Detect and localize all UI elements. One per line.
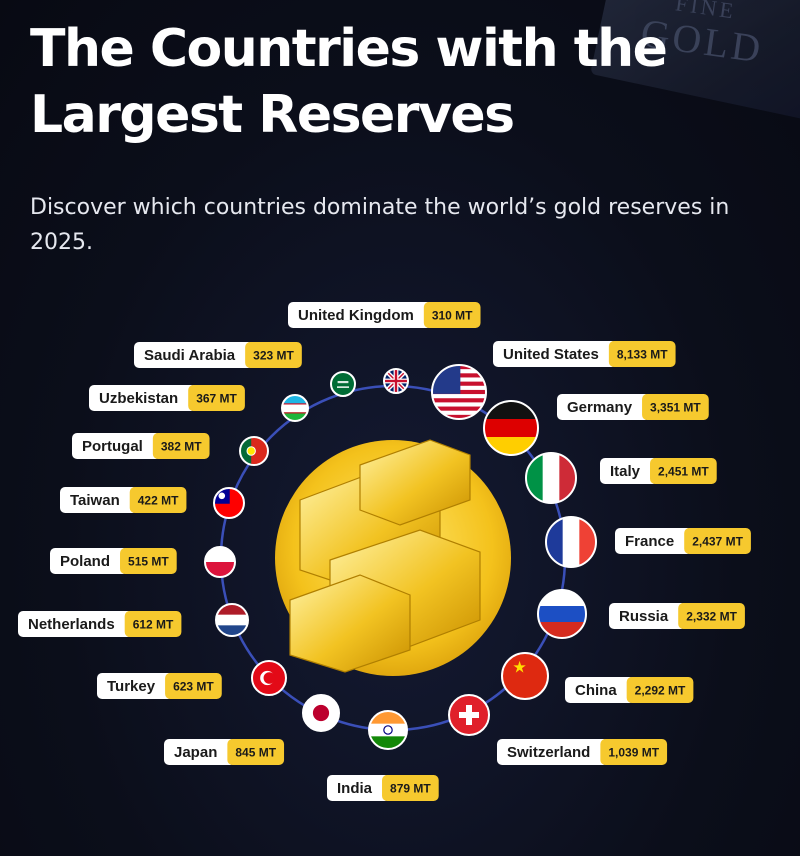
country-name: Japan [174,744,217,761]
reserve-value: 323 MT [253,349,294,363]
country-pill [497,739,609,765]
reserve-value: 623 MT [173,680,214,694]
country-name: Germany [567,399,633,416]
uz-flag-icon [282,395,308,421]
value-pill [650,458,717,484]
value-pill [165,673,222,699]
label-uzbekistan: Uzbekistan 367 MT [89,385,245,411]
reserve-value: 1,039 MT [608,746,659,760]
country-name: Netherlands [28,616,115,633]
label-taiwan: Taiwan 422 MT [60,487,187,513]
country-pill [134,342,254,368]
country-name: Russia [619,608,669,625]
country-pill [609,603,687,629]
reserve-value: 515 MT [128,555,169,569]
value-pill [129,487,187,513]
gold-bars-illustration [275,439,511,676]
value-pill [423,302,481,328]
country-name: India [337,780,373,797]
svg-text:★: ★ [512,658,526,677]
page-subtitle: Discover which countries dominate the wo… [30,195,730,255]
label-germany: Germany 3,351 MT [557,394,709,420]
page-title: The Countries with the Largest Reserves [30,19,668,145]
country-pill [615,528,693,554]
reserve-value: 382 MT [161,440,202,454]
label-turkey: Turkey 623 MT [97,673,222,699]
label-russia: Russia 2,332 MT [609,603,745,629]
country-name: Portugal [82,438,143,455]
label-switzerland: Switzerland 1,039 MT [497,739,668,765]
cn-flag-icon: ★ [502,653,548,699]
reserve-value: 367 MT [196,392,237,406]
country-name: Saudi Arabia [144,347,236,364]
label-italy: Italy 2,451 MT [600,458,717,484]
reserve-value: 2,437 MT [692,535,743,549]
country-name: China [575,682,617,699]
label-poland: Poland 515 MT [50,548,177,574]
reserve-value: 845 MT [235,746,276,760]
pl-flag-icon [205,547,235,577]
country-pill [288,302,432,328]
country-name: Italy [610,463,641,480]
nl-flag-icon [216,604,248,636]
reserve-value: 8,133 MT [617,348,668,362]
country-name: United States [503,346,599,363]
value-pill [382,775,439,801]
reserve-value: 310 MT [432,309,473,323]
label-india: India 879 MT [327,775,439,801]
country-pill [72,433,161,459]
country-pill [18,611,133,637]
country-pill [327,775,391,801]
country-name: Turkey [107,678,156,695]
value-pill [245,342,302,368]
label-united-states: United States 8,133 MT [493,341,676,367]
reserve-value: 2,292 MT [635,684,686,698]
value-pill [608,341,676,367]
reserve-value: 612 MT [133,618,174,632]
value-pill [678,603,745,629]
label-saudi-arabia: Saudi Arabia 323 MT [134,342,302,368]
country-name: Taiwan [70,492,120,509]
country-pill [97,673,174,699]
label-china: China 2,292 MT [565,677,694,703]
country-pill [600,458,659,484]
value-pill [188,385,245,411]
country-pill [493,341,617,367]
value-pill [152,433,210,459]
country-pill [164,739,236,765]
value-pill [626,677,694,703]
label-netherlands: Netherlands 612 MT [18,611,182,637]
label-portugal: Portugal 382 MT [72,433,210,459]
reserve-value: 2,332 MT [686,610,737,624]
reserve-value: 422 MT [138,494,179,508]
country-name: Poland [60,553,110,570]
value-pill [227,739,285,765]
value-pill [600,739,668,765]
country-name: United Kingdom [298,307,414,324]
reserve-value: 3,351 MT [650,401,701,415]
label-united-kingdom: United Kingdom 310 MT [288,302,481,328]
ch-flag-icon [449,695,489,735]
country-name: France [625,533,674,550]
label-france: France 2,437 MT [615,528,751,554]
value-pill [684,528,751,554]
value-pill [124,611,182,637]
country-name: Uzbekistan [99,390,178,407]
country-pill [565,677,635,703]
country-pill [557,394,651,420]
reserve-value: 879 MT [390,782,431,796]
country-pill [50,548,129,574]
country-pill [60,487,138,513]
value-pill [642,394,709,420]
us-flag-icon [432,365,486,419]
reserve-value: 2,451 MT [658,465,709,479]
value-pill [120,548,177,574]
jp-flag-icon [303,695,339,731]
country-pill [89,385,197,411]
label-japan: Japan 845 MT [164,739,285,765]
country-name: Switzerland [507,744,590,761]
